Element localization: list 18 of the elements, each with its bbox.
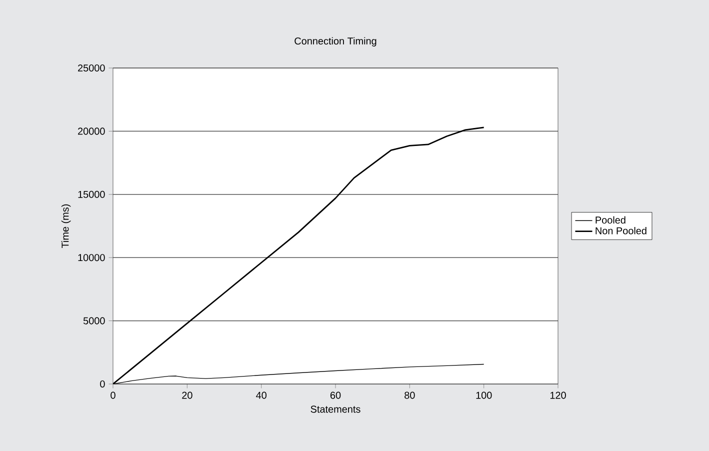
- x-tick-label: 100: [476, 392, 492, 399]
- chart-title: Connection Timing: [294, 37, 376, 46]
- x-tick-label: 80: [404, 392, 415, 399]
- y-tick-label: 5000: [83, 317, 105, 324]
- x-tick-label: 60: [330, 392, 341, 399]
- y-tick-label: 20000: [78, 128, 105, 135]
- y-tick-label: 0: [100, 380, 105, 388]
- x-axis-title: Statements: [310, 406, 360, 413]
- x-tick-label: 120: [550, 392, 566, 399]
- y-tick-label: 25000: [78, 64, 105, 72]
- legend-label: Non Pooled: [596, 226, 646, 234]
- x-tick-label: 0: [110, 392, 116, 399]
- y-axis-title: Time (ms): [61, 204, 71, 248]
- y-tick-label: 10000: [78, 254, 105, 262]
- x-tick-label: 20: [182, 392, 192, 399]
- y-tick-label: 15000: [78, 190, 105, 198]
- x-tick-label: 40: [256, 392, 266, 399]
- legend-label: Pooled: [596, 216, 626, 224]
